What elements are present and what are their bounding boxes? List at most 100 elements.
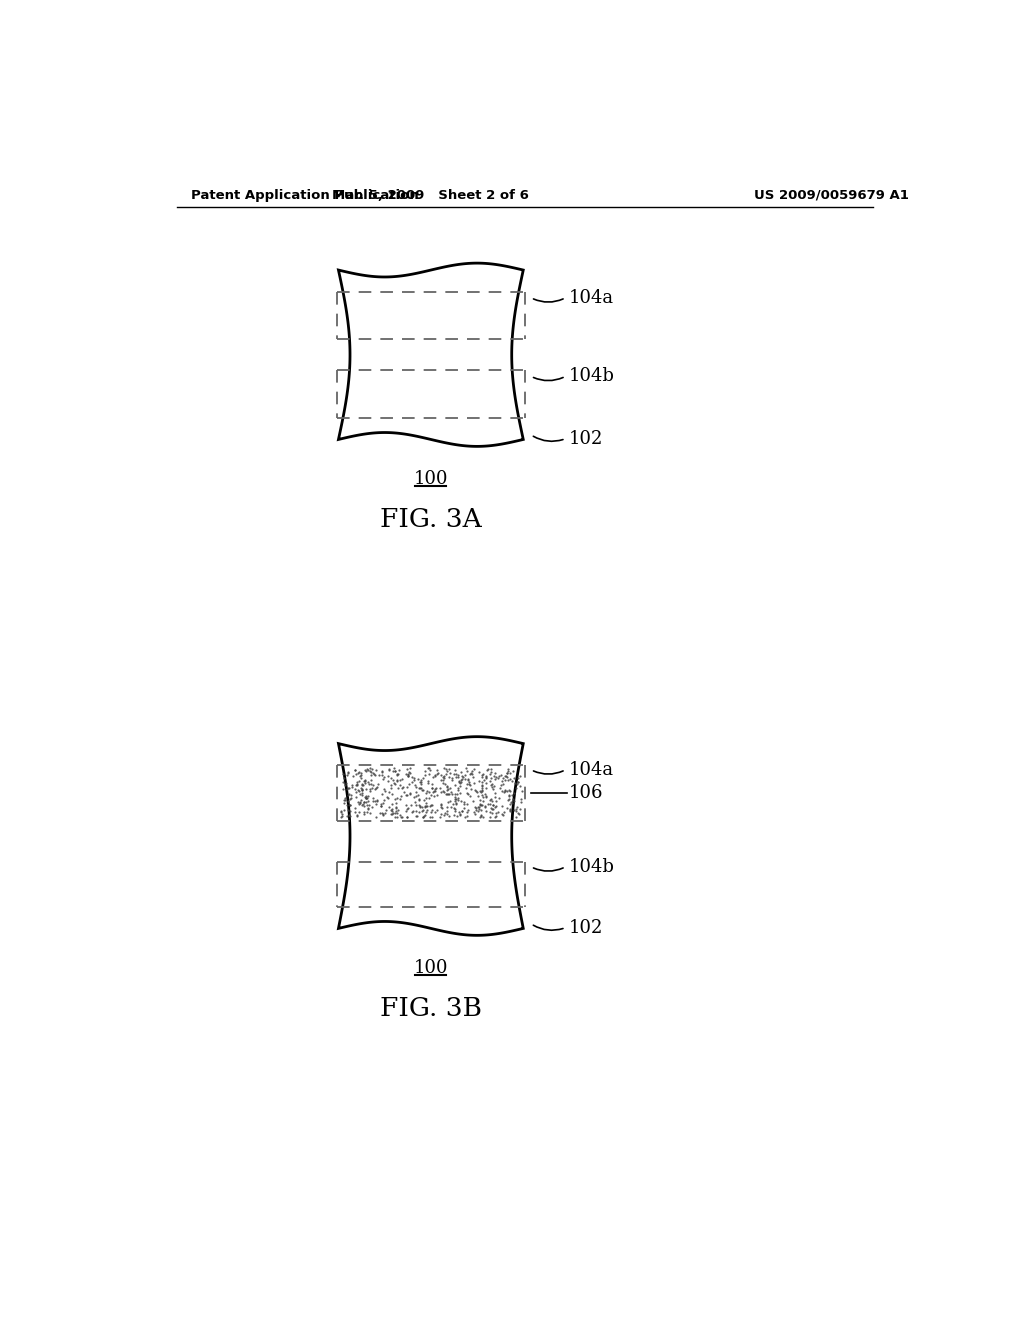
Point [472, 805, 488, 826]
Point [368, 793, 384, 814]
Point [388, 801, 404, 822]
Point [392, 774, 409, 795]
Point [392, 770, 409, 791]
Point [384, 783, 400, 804]
Point [344, 776, 360, 797]
Point [364, 796, 380, 817]
Point [354, 775, 371, 796]
Point [432, 795, 449, 816]
Point [340, 762, 356, 783]
Point [417, 797, 433, 818]
Point [350, 763, 367, 784]
Point [494, 770, 510, 791]
Point [342, 787, 358, 808]
Point [425, 781, 441, 803]
Point [401, 781, 418, 803]
Point [460, 783, 476, 804]
Point [358, 795, 375, 816]
Point [425, 785, 441, 807]
Point [400, 766, 417, 787]
Point [336, 768, 352, 789]
Point [338, 795, 354, 816]
Point [454, 766, 470, 787]
Point [439, 776, 456, 797]
Point [340, 791, 356, 812]
Point [509, 796, 525, 817]
Point [342, 788, 358, 809]
Point [450, 779, 466, 800]
Point [477, 777, 494, 799]
Point [467, 804, 483, 825]
Point [452, 775, 468, 796]
Point [459, 801, 475, 822]
Point [374, 803, 390, 824]
Point [357, 759, 374, 780]
Point [447, 789, 464, 810]
Point [351, 783, 368, 804]
Point [341, 784, 357, 805]
Point [375, 804, 391, 825]
Point [474, 775, 490, 796]
Point [423, 799, 439, 820]
Point [485, 795, 502, 816]
Point [442, 781, 459, 803]
Point [389, 771, 406, 792]
Point [355, 796, 372, 817]
Point [403, 795, 420, 816]
Point [359, 799, 376, 820]
Point [467, 797, 483, 818]
Point [477, 768, 494, 789]
Point [353, 764, 370, 785]
Point [399, 758, 416, 779]
Point [414, 779, 430, 800]
Point [352, 766, 369, 787]
Text: FIG. 3B: FIG. 3B [380, 997, 482, 1020]
Text: US 2009/0059679 A1: US 2009/0059679 A1 [754, 189, 908, 202]
Point [471, 795, 487, 816]
Point [411, 788, 427, 809]
Point [495, 780, 511, 801]
Point [432, 807, 449, 828]
Point [433, 764, 450, 785]
Point [374, 783, 390, 804]
Point [432, 803, 449, 824]
Text: Patent Application Publication: Patent Application Publication [190, 189, 419, 202]
Point [449, 805, 465, 826]
Point [408, 795, 424, 816]
Point [340, 784, 356, 805]
Point [484, 799, 501, 820]
Point [438, 783, 455, 804]
Point [483, 775, 500, 796]
Point [414, 797, 430, 818]
Point [456, 791, 472, 812]
Point [436, 805, 453, 826]
Point [381, 796, 397, 817]
Point [355, 791, 372, 812]
Point [504, 793, 520, 814]
Point [495, 804, 511, 825]
Point [424, 795, 440, 816]
Point [478, 766, 495, 787]
Point [444, 793, 461, 814]
Point [373, 796, 389, 817]
Point [442, 791, 459, 812]
Point [433, 797, 450, 818]
Point [359, 801, 376, 822]
Point [340, 800, 356, 821]
Point [355, 801, 372, 822]
Point [493, 764, 509, 785]
Point [359, 759, 376, 780]
Point [512, 775, 528, 796]
Point [458, 758, 474, 779]
Text: Mar. 5, 2009   Sheet 2 of 6: Mar. 5, 2009 Sheet 2 of 6 [333, 189, 529, 202]
Point [410, 805, 426, 826]
Point [335, 771, 351, 792]
Point [412, 777, 428, 799]
Point [385, 803, 401, 824]
Point [478, 785, 495, 807]
Point [440, 759, 457, 780]
Point [386, 772, 402, 793]
Point [454, 770, 470, 791]
Point [450, 787, 466, 808]
Point [504, 785, 520, 807]
